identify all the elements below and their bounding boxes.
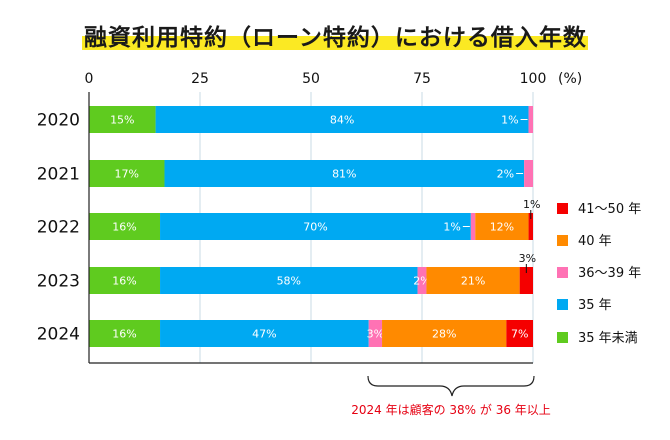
bar-segment (528, 106, 533, 133)
category-label: 2021 (37, 165, 80, 185)
bar-segment (89, 320, 161, 347)
bar-segment (528, 213, 533, 240)
legend-item: 36～39 年 (557, 266, 641, 281)
title-highlight (82, 36, 588, 50)
data-label: 1% (443, 221, 460, 234)
x-tick-label: 100 (520, 71, 547, 87)
data-label: 16% (112, 275, 136, 288)
data-label: 1% (523, 198, 540, 211)
category-label: 2022 (37, 218, 80, 238)
bar-segment (519, 267, 533, 294)
legend-item: 35 年未満 (557, 331, 638, 346)
bar-segment (89, 106, 156, 133)
data-label: 28% (432, 328, 456, 341)
data-label: 58% (277, 275, 301, 288)
bar-segment (160, 320, 369, 347)
legend-swatch (557, 267, 568, 278)
legend-swatch (557, 299, 568, 310)
data-label: 1% (501, 114, 518, 127)
legend-item: 40 年 (557, 234, 612, 249)
bar-segment (160, 267, 418, 294)
bar-segment (470, 213, 476, 240)
bar-segment (89, 267, 161, 294)
bar-segment (368, 320, 383, 347)
bar-segment (382, 320, 507, 347)
legend-item: 35 年 (557, 298, 612, 313)
bar-segment (160, 213, 471, 240)
legend-label: 41～50 年 (578, 202, 641, 217)
bar-segment (89, 213, 161, 240)
x-tick-label: 25 (191, 71, 209, 87)
x-tick-label: 50 (302, 71, 320, 87)
data-label: 3% (519, 252, 536, 265)
data-label: 17% (115, 168, 139, 181)
legend-item: 41～50 年 (557, 202, 641, 217)
legend-label: 40 年 (578, 234, 612, 249)
data-label: 15% (110, 114, 134, 127)
bar-segment (426, 267, 520, 294)
category-label: 2020 (37, 111, 80, 131)
x-tick-label: 0 (85, 71, 94, 87)
data-label: 2% (497, 168, 514, 181)
annotation: 2024 年は顧客の 38% が 36 年以上 (351, 375, 551, 417)
legend-swatch (557, 235, 568, 246)
data-label: 81% (332, 168, 356, 181)
legend-label: 36～39 年 (578, 266, 641, 281)
data-label: 7% (511, 328, 528, 341)
bar-segment (164, 160, 525, 187)
legend-label: 35 年 (578, 298, 612, 313)
annotation-text: 2024 年は顧客の 38% が 36 年以上 (351, 402, 551, 417)
x-tick-labels: 0 25 50 75 100 (85, 71, 547, 87)
data-label: 21% (461, 275, 485, 288)
bar-segment (89, 160, 165, 187)
data-label: 47% (252, 328, 276, 341)
bar-segment (417, 267, 427, 294)
data-label: 12% (490, 221, 514, 234)
category-label: 2024 (37, 325, 80, 345)
data-label: 16% (112, 221, 136, 234)
data-label: 84% (330, 114, 354, 127)
data-label: 3% (367, 328, 384, 341)
legend-label: 35 年未満 (578, 331, 638, 346)
bar-segment (475, 213, 529, 240)
data-label: 70% (303, 221, 327, 234)
x-unit-label: (%) (558, 71, 582, 87)
annotation-brace (367, 375, 535, 397)
x-tick-label: 75 (413, 71, 431, 87)
bars: 15% 84% 1% 17% 81% 2% 16% 70% 1% 12% 1% 16% 58% 2% 21%… (89, 106, 541, 347)
bar-segment (506, 320, 533, 347)
category-labels: 2020 2021 2022 2023 2024 (37, 111, 80, 345)
legend-swatch (557, 332, 568, 343)
bar-segment (524, 160, 533, 187)
category-label: 2023 (37, 272, 80, 292)
chart-title: 融資利用特約（ローン特約）における借入年数 (84, 25, 587, 51)
legend-swatch (557, 203, 568, 214)
data-label: 2% (413, 275, 430, 288)
chart-title-wrap: 融資利用特約（ローン特約）における借入年数 (82, 12, 592, 52)
legend: 41～50 年 40 年 36～39 年 35 年 35 年未満 (557, 202, 641, 346)
data-label: 16% (112, 328, 136, 341)
bar-segment (155, 106, 529, 133)
